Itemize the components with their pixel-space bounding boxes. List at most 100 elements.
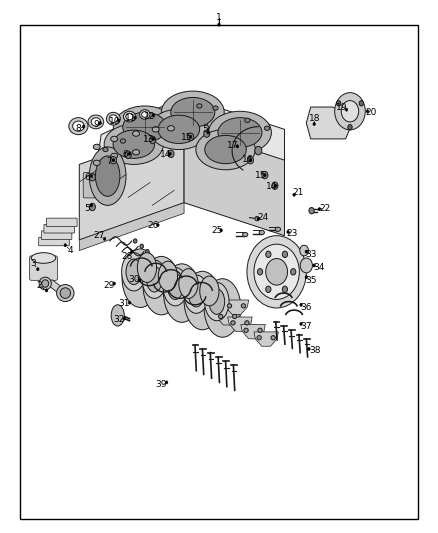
- Ellipse shape: [188, 281, 204, 307]
- Ellipse shape: [245, 118, 250, 123]
- Text: 35: 35: [305, 276, 316, 285]
- Ellipse shape: [103, 148, 108, 152]
- Ellipse shape: [300, 245, 308, 256]
- Ellipse shape: [133, 150, 140, 155]
- Ellipse shape: [257, 217, 260, 220]
- Ellipse shape: [120, 139, 126, 143]
- Ellipse shape: [167, 274, 183, 300]
- Ellipse shape: [110, 157, 117, 164]
- Ellipse shape: [158, 261, 177, 291]
- Ellipse shape: [255, 147, 262, 155]
- Text: 25: 25: [211, 226, 223, 235]
- Ellipse shape: [140, 110, 150, 119]
- Ellipse shape: [90, 204, 93, 207]
- Ellipse shape: [112, 159, 115, 162]
- Text: 18: 18: [309, 114, 321, 123]
- Ellipse shape: [152, 114, 155, 117]
- Ellipse shape: [184, 271, 221, 330]
- Ellipse shape: [271, 336, 276, 340]
- Polygon shape: [42, 280, 70, 298]
- Ellipse shape: [305, 250, 307, 253]
- Text: 27: 27: [93, 231, 105, 240]
- Ellipse shape: [131, 250, 133, 253]
- Ellipse shape: [158, 115, 200, 143]
- Ellipse shape: [359, 101, 364, 106]
- Text: 24: 24: [257, 213, 268, 222]
- Ellipse shape: [152, 127, 159, 132]
- Ellipse shape: [309, 207, 314, 214]
- FancyBboxPatch shape: [39, 237, 69, 246]
- Ellipse shape: [106, 112, 120, 125]
- Ellipse shape: [88, 115, 104, 129]
- Ellipse shape: [113, 106, 176, 149]
- FancyBboxPatch shape: [41, 231, 72, 239]
- Ellipse shape: [205, 282, 229, 321]
- Ellipse shape: [163, 264, 200, 322]
- Text: 31: 31: [118, 299, 130, 308]
- Text: 9: 9: [93, 119, 99, 128]
- Ellipse shape: [348, 125, 352, 130]
- FancyBboxPatch shape: [44, 224, 74, 233]
- Ellipse shape: [138, 279, 141, 282]
- Ellipse shape: [45, 289, 48, 292]
- Text: 16: 16: [242, 155, 253, 164]
- Ellipse shape: [313, 264, 315, 267]
- Ellipse shape: [307, 348, 310, 351]
- Ellipse shape: [241, 304, 246, 308]
- FancyBboxPatch shape: [83, 172, 119, 198]
- Ellipse shape: [266, 251, 271, 257]
- Ellipse shape: [243, 232, 248, 237]
- Ellipse shape: [146, 249, 149, 254]
- Ellipse shape: [200, 276, 219, 306]
- Text: 20: 20: [365, 108, 377, 117]
- Text: 23: 23: [286, 229, 298, 238]
- Ellipse shape: [336, 101, 341, 106]
- Ellipse shape: [293, 193, 295, 196]
- Ellipse shape: [128, 152, 131, 156]
- Ellipse shape: [264, 173, 266, 176]
- Ellipse shape: [133, 131, 140, 136]
- Ellipse shape: [134, 116, 137, 119]
- Ellipse shape: [196, 130, 255, 169]
- Text: 30: 30: [128, 274, 140, 284]
- Ellipse shape: [257, 336, 261, 340]
- Text: 26: 26: [148, 221, 159, 230]
- Ellipse shape: [218, 23, 220, 26]
- Ellipse shape: [204, 279, 241, 337]
- Ellipse shape: [31, 253, 56, 263]
- Ellipse shape: [168, 150, 174, 158]
- Ellipse shape: [89, 203, 95, 211]
- Ellipse shape: [300, 303, 302, 306]
- Text: 15: 15: [180, 133, 192, 142]
- Text: 14: 14: [266, 182, 277, 191]
- Ellipse shape: [147, 266, 162, 292]
- Ellipse shape: [134, 239, 137, 243]
- Polygon shape: [215, 311, 240, 325]
- Text: 34: 34: [313, 263, 324, 272]
- Text: 4: 4: [68, 246, 73, 255]
- Ellipse shape: [345, 108, 348, 111]
- Polygon shape: [224, 300, 249, 314]
- Ellipse shape: [218, 118, 262, 148]
- Text: 6: 6: [122, 150, 128, 159]
- Ellipse shape: [169, 152, 171, 156]
- Text: 33: 33: [305, 251, 316, 260]
- Text: 36: 36: [300, 303, 312, 312]
- Ellipse shape: [275, 184, 277, 187]
- Ellipse shape: [111, 154, 118, 159]
- Ellipse shape: [69, 118, 88, 135]
- Ellipse shape: [167, 126, 174, 131]
- Text: 11: 11: [125, 114, 137, 123]
- Text: 8: 8: [75, 124, 81, 133]
- Ellipse shape: [179, 269, 198, 298]
- Ellipse shape: [111, 305, 124, 326]
- Polygon shape: [254, 332, 279, 346]
- Text: 22: 22: [319, 204, 330, 213]
- Text: 38: 38: [309, 346, 321, 355]
- Ellipse shape: [149, 109, 208, 150]
- Text: 6: 6: [84, 173, 90, 182]
- Ellipse shape: [266, 259, 288, 285]
- Polygon shape: [97, 96, 285, 198]
- Ellipse shape: [272, 182, 278, 189]
- Ellipse shape: [143, 256, 180, 315]
